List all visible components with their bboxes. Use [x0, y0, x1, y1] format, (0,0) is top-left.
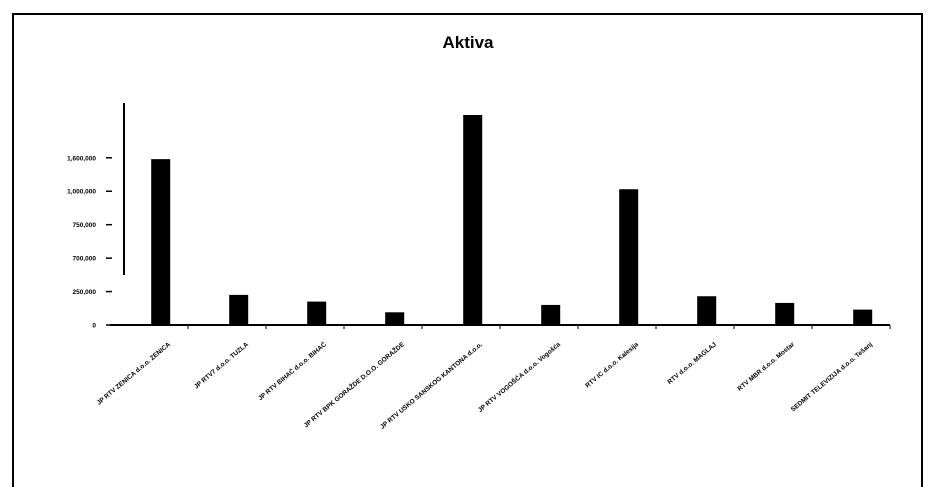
- x-category-label: JP RTV VOGOŠĆA d.o.o. Vogošća: [476, 339, 562, 414]
- bar: [151, 159, 171, 325]
- x-category-label: JP RTV ZENICA d.o.o. ZENICA: [96, 341, 172, 407]
- bar: [775, 302, 795, 325]
- chart-title: Aktiva: [442, 33, 494, 52]
- bar: [229, 294, 249, 325]
- x-category-label: RTV MBR d.o.o. Mostar: [736, 341, 796, 393]
- bar: [385, 312, 405, 325]
- x-category-label: JP RTV7 d.o.o. TUZLA: [193, 341, 250, 391]
- y-tick-label: 1,600,000: [67, 155, 96, 162]
- y-tick-label: 700,000: [73, 256, 97, 263]
- bar: [463, 115, 483, 325]
- y-tick-label: 0: [92, 323, 96, 330]
- bar: [853, 309, 873, 325]
- bar: [307, 301, 327, 325]
- x-category-label: RTV IC d.o.o. Kalesija: [584, 341, 640, 390]
- bars-layer: [151, 115, 873, 325]
- y-tick-label: 1,000,000: [67, 189, 96, 196]
- bar: [541, 304, 561, 325]
- x-category-label: RTV d.o.o. MAGLAJ: [666, 341, 718, 386]
- labels-layer: JP RTV ZENICA d.o.o. ZENICA JP RTV7 d.o.o…: [96, 339, 874, 431]
- bar: [697, 296, 717, 325]
- x-category-label: JP RTV BIHAĆ d.o.o. BIHAĆ: [256, 339, 328, 402]
- y-tick-label: 250,000: [73, 289, 97, 296]
- bar: [619, 189, 639, 325]
- y-tick-label: 750,000: [73, 222, 97, 229]
- x-category-label: SEDMIT TELEVIZIJA d.o.o. Tešanj: [790, 341, 874, 413]
